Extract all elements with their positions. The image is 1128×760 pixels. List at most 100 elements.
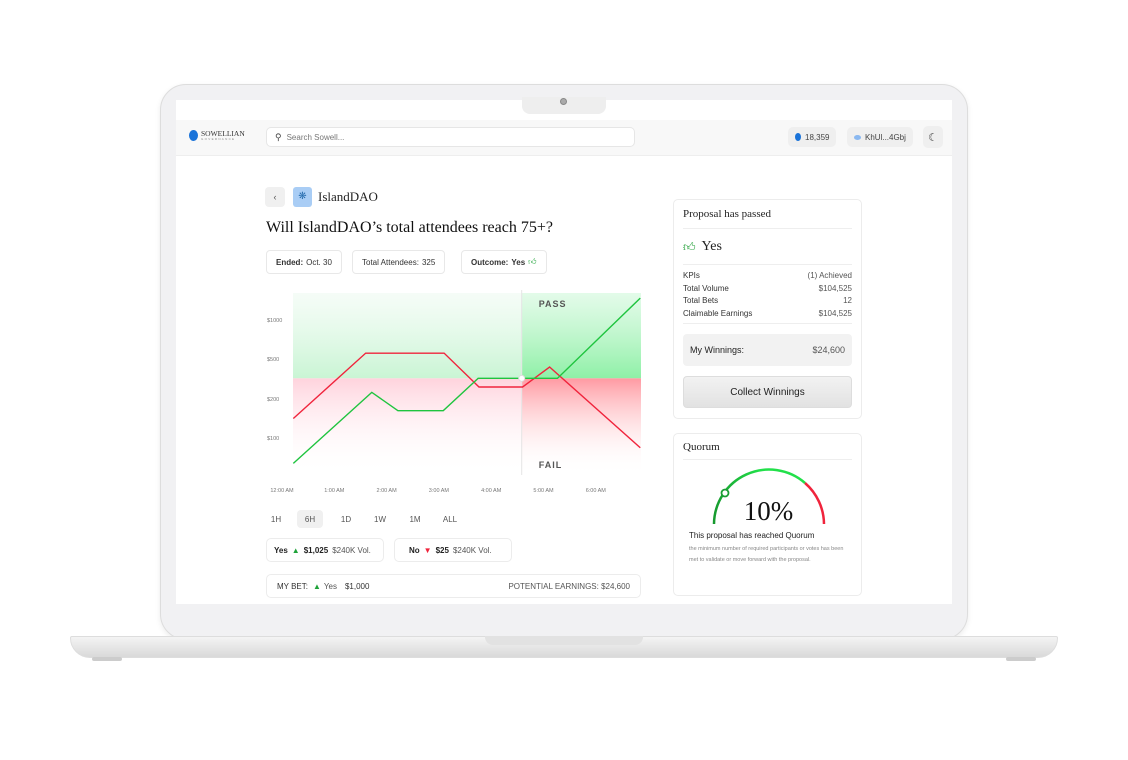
result-title: Proposal has passed (683, 208, 852, 229)
back-button[interactable]: ‹ (265, 187, 285, 207)
logo-subtext: GOVERNANCE (201, 137, 236, 141)
camera-notch (522, 97, 606, 114)
balance-value: 18,359 (805, 132, 830, 142)
stats-list: KPIs (1) Achieved Total Volume $104,525 Tota… (683, 265, 852, 324)
x-tick-label: 1:00 AM (324, 488, 345, 494)
winnings-label: My Winnings: (690, 345, 745, 355)
chip-outcome: Outcome: Yes 👍︎ (461, 250, 547, 274)
logo-icon (189, 130, 198, 141)
stat-row: KPIs (1) Achieved (683, 271, 852, 280)
y-tick-label: $100 (267, 436, 279, 442)
yes-market-button[interactable]: Yes ▲ $1,025 $240K Vol. (266, 538, 384, 562)
stat-row: Total Volume $104,525 (683, 284, 852, 293)
timeframe-6h[interactable]: 6H (297, 510, 323, 528)
stat-label: Claimable Earnings (683, 308, 753, 318)
chip-value: Yes (511, 257, 526, 267)
market-volume: $240K Vol. (452, 545, 492, 555)
dao-avatar: ❋ (293, 187, 312, 207)
app-screen: SOWELLIAN GOVERNANCE ⚲ Search Sowell... … (176, 100, 952, 604)
stat-row: Claimable Earnings $104,525 (683, 309, 852, 318)
x-tick-label: 2:00 AM (377, 488, 398, 494)
camera-icon (560, 98, 567, 105)
laptop-groove (485, 636, 643, 645)
gauge-marker (720, 488, 730, 498)
page-title: Will IslandDAO’s total attendees reach 7… (266, 219, 553, 236)
quorum-title: Quorum (683, 441, 852, 460)
stat-label: Total Volume (683, 283, 729, 293)
stat-value: (1) Achieved (807, 271, 852, 280)
winnings-box: My Winnings: $24,600 (683, 334, 852, 366)
chip-label: Total Attendees: (362, 257, 419, 267)
search-input[interactable]: ⚲ Search Sowell... (266, 127, 635, 147)
market-label: Yes (274, 545, 288, 555)
market-price: $1,025 (303, 545, 329, 555)
chip-value: Oct. 30 (306, 257, 332, 267)
moon-icon: ☾ (928, 131, 938, 144)
timeframe-1d[interactable]: 1D (340, 514, 352, 524)
chip-label: Outcome: (471, 257, 509, 267)
y-tick-label: $500 (267, 357, 279, 363)
price-chart[interactable]: PASS FAIL $100 $200 $500 $1000 12:00 AM 1:00 AM… (260, 290, 650, 500)
logo[interactable]: SOWELLIAN GOVERNANCE (189, 130, 245, 141)
thumbs-up-icon: 👍︎ (683, 239, 696, 254)
timeframe-all[interactable]: ALL (442, 514, 458, 524)
wallet-button[interactable]: KhUl...4Gbj (847, 127, 913, 147)
market-price: $25 (435, 545, 449, 555)
stat-value: $104,525 (818, 308, 852, 318)
balance-badge[interactable]: 18,359 (788, 127, 837, 147)
market-label: No (409, 545, 420, 555)
no-market-button[interactable]: No ▼ $25 $240K Vol. (394, 538, 512, 562)
fail-label: FAIL (539, 460, 563, 470)
quorum-percent: 10% (743, 496, 794, 526)
x-tick-label: 12:00 AM (270, 488, 294, 494)
pass-zone-active (521, 293, 641, 379)
chip-ended: Ended: Oct. 30 (266, 250, 342, 274)
x-tick-label: 3:00 AM (429, 488, 450, 494)
stat-value: 12 (843, 296, 852, 305)
laptop-foot (1006, 657, 1036, 661)
wallet-address: KhUl...4Gbj (865, 132, 906, 142)
dao-name: IslandDAO (318, 189, 378, 204)
thumbs-down-icon: ▼ (423, 545, 432, 555)
quorum-card: Quorum 10% This proposal has reached Quo… (673, 433, 862, 596)
hover-marker (518, 374, 526, 382)
pass-zone (293, 293, 522, 379)
stat-value: $104,525 (818, 283, 852, 293)
timeframe-1w[interactable]: 1W (374, 514, 386, 524)
x-tick-label: 5:00 AM (533, 488, 554, 494)
my-bet-bar: MY BET: ▲ Yes $1,000 POTENTIAL EARNINGS:… (266, 574, 641, 598)
search-icon: ⚲ (275, 131, 282, 142)
timeframe-1h[interactable]: 1H (270, 514, 282, 524)
thumbs-up-icon: 👍︎ (528, 257, 537, 266)
chip-label: Ended: (276, 257, 304, 267)
chip-value: 325 (421, 257, 436, 267)
top-bar: SOWELLIAN GOVERNANCE ⚲ Search Sowell... … (176, 120, 952, 156)
wallet-icon (854, 134, 861, 140)
x-tick-label: 4:00 AM (481, 488, 502, 494)
y-tick-label: $1000 (267, 318, 282, 324)
quorum-gauge (712, 468, 826, 525)
bet-label: MY BET: (277, 581, 308, 591)
theme-toggle[interactable]: ☾ (923, 126, 943, 148)
quorum-description: the minimum number of required participa… (689, 546, 844, 563)
search-placeholder: Search Sowell... (286, 132, 345, 142)
collect-winnings-button[interactable]: Collect Winnings (683, 376, 852, 408)
stat-row: Total Bets 12 (683, 296, 852, 305)
result-card: Proposal has passed 👍︎ Yes KPIs (1) Achie… (673, 199, 862, 419)
winnings-value: $24,600 (812, 345, 845, 355)
timeframe-1m[interactable]: 1M (409, 514, 421, 524)
logo-text: SOWELLIAN (201, 129, 245, 138)
x-tick-label: 6:00 AM (586, 488, 607, 494)
chevron-left-icon: ‹ (273, 192, 277, 202)
thumbs-up-icon: ▲ (291, 545, 300, 555)
stat-label: KPIs (683, 271, 700, 280)
stat-label: Total Bets (683, 296, 719, 305)
bet-amount: $1,000 (344, 581, 370, 591)
y-tick-label: $200 (267, 397, 279, 403)
potential-earnings: POTENTIAL EARNINGS: $24,600 (508, 581, 630, 591)
quorum-headline: This proposal has reached Quorum (689, 531, 815, 540)
token-icon (795, 133, 801, 141)
chip-attendees: Total Attendees: 325 (352, 250, 446, 274)
thumbs-up-icon: ▲ (312, 581, 321, 591)
market-volume: $240K Vol. (332, 545, 371, 555)
